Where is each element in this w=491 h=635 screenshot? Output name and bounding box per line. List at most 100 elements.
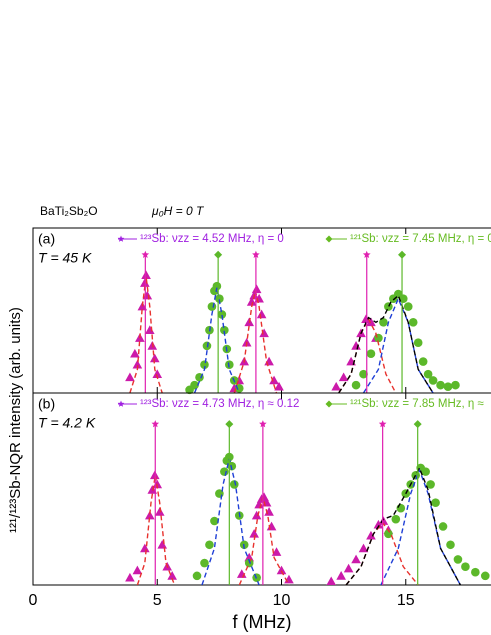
plot-area: ¹²³Sb: νzz = 4.73 MHz, η ≈ 0.12 ¹²¹Sb: νz… <box>117 398 490 585</box>
data-point <box>274 381 284 391</box>
data-point <box>130 348 140 358</box>
data-point <box>157 539 168 549</box>
data-point <box>338 372 349 382</box>
stick-marker <box>413 420 422 429</box>
data-point <box>229 480 239 489</box>
x-tick-label: 10 <box>273 592 291 609</box>
data-point <box>251 510 262 520</box>
data-point <box>200 558 209 568</box>
data-point <box>408 317 418 327</box>
data-point <box>220 325 229 335</box>
data-point <box>276 565 287 575</box>
annotation-marker <box>117 400 125 407</box>
data-point <box>384 529 393 539</box>
data-point <box>141 270 151 279</box>
data-point <box>426 480 435 489</box>
data-point <box>366 349 376 359</box>
data-point <box>125 372 135 382</box>
data-point <box>144 510 155 520</box>
annotation: ¹²³Sb: νzz = 4.73 MHz, η ≈ 0.12 <box>140 398 299 410</box>
panel-label: (a) <box>38 231 55 247</box>
data-point <box>144 325 155 334</box>
stick-marker <box>362 250 371 258</box>
panel-frame <box>32 392 491 586</box>
fit-curve <box>193 287 240 394</box>
data-point <box>413 338 423 348</box>
x-tick-label: 5 <box>153 592 162 609</box>
fit-curve <box>345 466 462 585</box>
data-point <box>391 514 401 524</box>
x-tick-label: 15 <box>397 592 415 609</box>
data-point <box>384 302 393 311</box>
stick-marker <box>141 250 150 258</box>
data-point <box>207 302 217 311</box>
fit-curve <box>338 294 434 394</box>
stick-marker <box>398 250 407 259</box>
fit-curve <box>238 494 290 585</box>
x-axis-label: f (MHz) <box>233 612 292 632</box>
data-point <box>428 376 438 385</box>
fit-curve <box>362 296 434 394</box>
data-point <box>358 543 369 553</box>
data-point <box>256 309 267 319</box>
data-point <box>210 516 219 526</box>
data-point <box>421 467 430 476</box>
compound: BaTi₂Sb₂O <box>40 204 98 218</box>
data-point <box>379 317 388 327</box>
data-point <box>220 467 229 476</box>
data-point <box>453 555 463 564</box>
annotation: ¹²³Sb: νzz = 4.52 MHz, η = 0 <box>140 233 284 245</box>
data-point <box>351 341 361 350</box>
data-point <box>192 571 202 581</box>
stick-marker <box>214 250 223 259</box>
data-point <box>200 360 209 370</box>
data-point <box>480 571 490 581</box>
data-point <box>152 369 163 378</box>
data-point <box>403 302 413 311</box>
data-point <box>202 341 212 351</box>
data-point <box>154 507 165 516</box>
stick-marker <box>225 420 234 429</box>
data-point <box>343 563 354 573</box>
plot-area: ¹²³Sb: νzz = 4.52 MHz, η = 0 ¹²¹Sb: νzz =… <box>117 233 491 395</box>
annotation-marker <box>325 235 333 243</box>
data-point <box>246 297 257 306</box>
data-point <box>423 369 433 379</box>
data-point <box>351 380 361 390</box>
data-point <box>264 507 274 516</box>
data-point <box>396 503 406 513</box>
data-point <box>132 565 143 575</box>
data-point <box>471 567 480 577</box>
fit-curve <box>129 276 163 394</box>
data-point <box>418 357 428 366</box>
data-point <box>249 529 259 538</box>
data-point <box>451 380 460 390</box>
data-point <box>271 547 282 556</box>
data-point <box>254 293 264 303</box>
panel-label: (b) <box>38 396 55 412</box>
data-point <box>205 540 214 550</box>
data-point <box>438 522 448 531</box>
data-point <box>190 380 199 390</box>
fit-curve <box>136 475 176 585</box>
annotation-marker <box>325 400 333 408</box>
field: μ₀H = 0 T <box>151 204 205 218</box>
data-point <box>331 381 341 391</box>
data-point <box>351 554 361 564</box>
annotation: ¹²¹Sb: νzz = 7.85 MHz, η ≈ <box>350 398 484 410</box>
data-point <box>443 382 453 392</box>
data-point <box>125 572 135 582</box>
data-point <box>167 571 177 580</box>
data-point <box>140 543 150 553</box>
stick-marker <box>378 420 387 428</box>
data-point <box>461 562 470 572</box>
x-tick-label: 0 <box>29 592 38 609</box>
data-point <box>269 375 279 385</box>
data-point <box>373 519 384 529</box>
data-point <box>446 540 455 550</box>
annotation-marker <box>117 235 125 242</box>
data-point <box>149 353 160 363</box>
data-point <box>212 281 222 291</box>
